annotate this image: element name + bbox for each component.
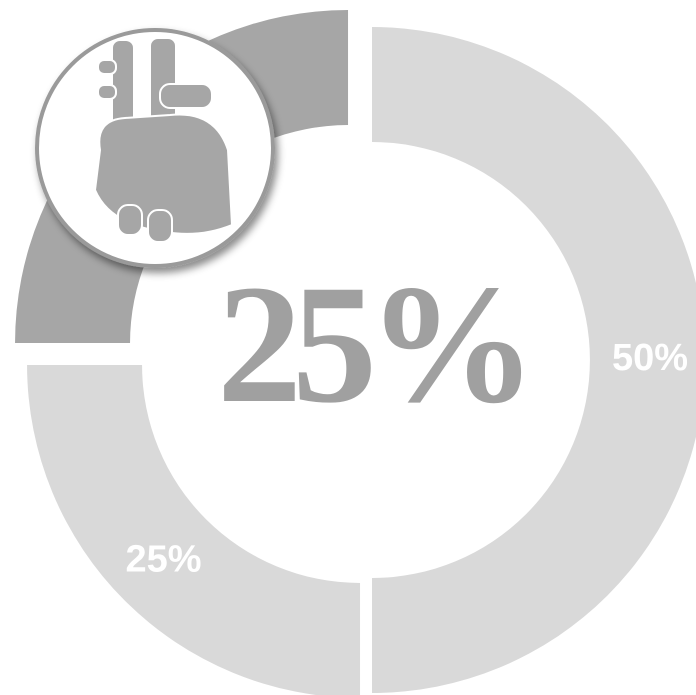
value-label: 50%	[612, 337, 688, 379]
value-label: 25%	[125, 539, 201, 581]
center-label: 25%	[217, 250, 527, 438]
donut-segment	[27, 364, 361, 695]
heart-icon	[35, 28, 275, 268]
donut-segment	[372, 27, 696, 693]
